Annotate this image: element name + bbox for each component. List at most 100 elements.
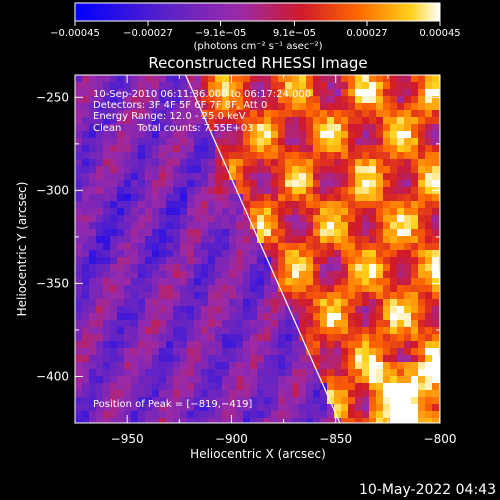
heatmap-cell [355,376,363,384]
heatmap-cell [257,215,265,223]
heatmap-cell [397,215,405,223]
heatmap-cell [180,285,188,293]
heatmap-cell [292,397,300,405]
heatmap-cell [285,383,293,391]
heatmap-cell [180,313,188,321]
heatmap-cell [187,117,195,125]
heatmap-cell [327,138,335,146]
heatmap-cell [208,152,216,160]
heatmap-cell [138,334,146,342]
heatmap-cell [376,166,384,174]
heatmap-cell [103,250,111,258]
heatmap-cell [390,131,398,139]
heatmap-cell [201,180,209,188]
heatmap-cell [96,236,104,244]
heatmap-cell [194,243,202,251]
heatmap-cell [96,159,104,167]
heatmap-cell [334,264,342,272]
heatmap-cell [292,271,300,279]
heatmap-cell [411,187,419,195]
heatmap-cell [397,250,405,258]
heatmap-cell [383,96,391,104]
heatmap-cell [292,173,300,181]
heatmap-cell [201,117,209,125]
heatmap-cell [222,390,230,398]
colorbar-tick-label: −0.00045 [50,28,100,39]
heatmap-cell [383,264,391,272]
heatmap-cell [250,243,258,251]
heatmap-cell [397,397,405,405]
heatmap-cell [208,285,216,293]
heatmap-cell [334,292,342,300]
heatmap-cell [299,124,307,132]
heatmap-cell [82,348,90,356]
heatmap-cell [320,145,328,153]
heatmap-cell [187,180,195,188]
heatmap-cell [89,131,97,139]
heatmap-cell [166,138,174,146]
heatmap-cell [334,327,342,335]
heatmap-cell [215,124,223,132]
heatmap-cell [432,362,440,370]
heatmap-cell [404,187,412,195]
heatmap-cell [208,327,216,335]
heatmap-cell [96,278,104,286]
heatmap-cell [278,96,286,104]
heatmap-cell [250,215,258,223]
heatmap-cell [334,152,342,160]
heatmap-cell [229,180,237,188]
heatmap-cell [236,327,244,335]
heatmap-cell [215,348,223,356]
heatmap-cell [292,306,300,314]
heatmap-cell [327,159,335,167]
heatmap-cell [425,96,433,104]
heatmap-cell [131,271,139,279]
heatmap-cell [362,110,370,118]
heatmap-cell [425,243,433,251]
heatmap-cell [320,180,328,188]
heatmap-cell [75,376,83,384]
heatmap-cell [411,131,419,139]
heatmap-cell [82,124,90,132]
heatmap-cell [432,390,440,398]
heatmap-cell [89,264,97,272]
heatmap-cell [194,215,202,223]
heatmap-cell [404,285,412,293]
heatmap-cell [369,383,377,391]
heatmap-cell [180,215,188,223]
heatmap-cell [306,383,314,391]
heatmap-cell [334,89,342,97]
heatmap-cell [159,334,167,342]
heatmap-cell [313,159,321,167]
heatmap-cell [152,145,160,153]
heatmap-cell [96,166,104,174]
heatmap-cell [152,215,160,223]
x-tick-label: −800 [424,432,457,446]
heatmap-cell [96,75,104,83]
heatmap-cell [376,229,384,237]
heatmap-cell [222,285,230,293]
heatmap-cell [82,180,90,188]
heatmap-cell [124,82,132,90]
heatmap-cell [194,313,202,321]
heatmap-cell [145,313,153,321]
heatmap-cell [341,173,349,181]
heatmap-cell [180,390,188,398]
heatmap-cell [376,313,384,321]
heatmap-cell [411,173,419,181]
heatmap-cell [327,299,335,307]
heatmap-cell [110,362,118,370]
heatmap-cell [299,152,307,160]
heatmap-cell [117,75,125,83]
heatmap-cell [180,103,188,111]
heatmap-cell [411,96,419,104]
heatmap-cell [369,271,377,279]
heatmap-cell [222,152,230,160]
heatmap-cell [131,138,139,146]
heatmap-cell [250,355,258,363]
heatmap-cell [96,173,104,181]
heatmap-cell [355,75,363,83]
heatmap-cell [348,103,356,111]
heatmap-cell [271,180,279,188]
heatmap-cell [264,327,272,335]
